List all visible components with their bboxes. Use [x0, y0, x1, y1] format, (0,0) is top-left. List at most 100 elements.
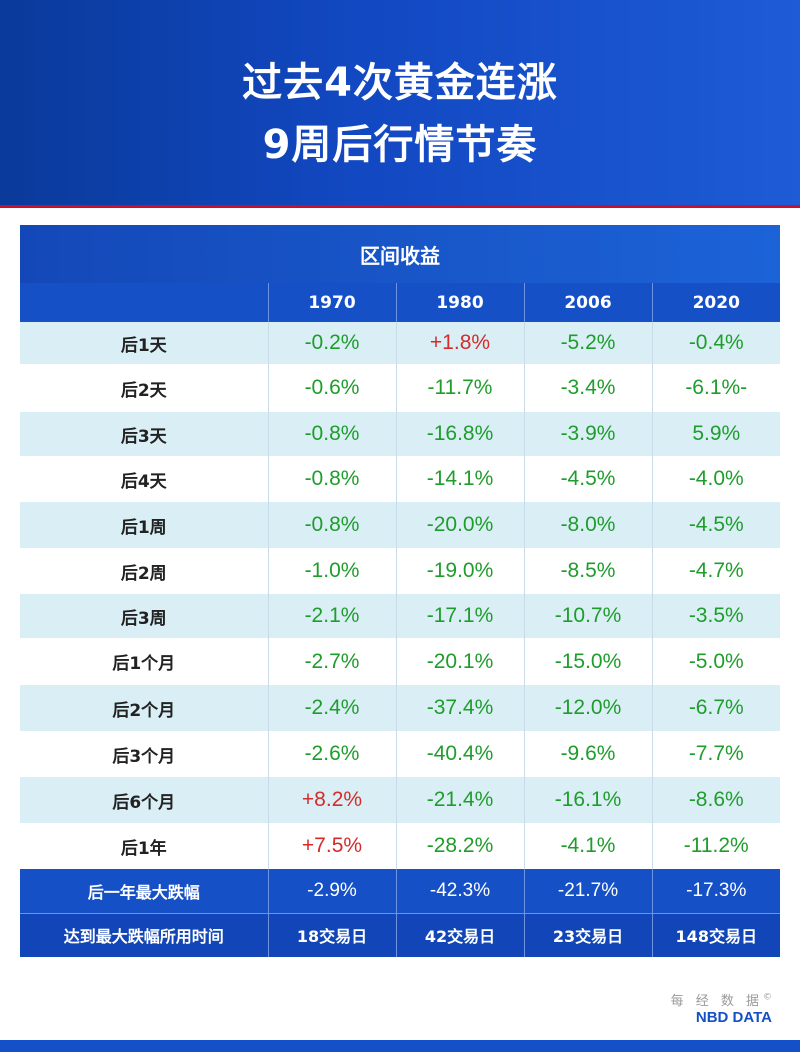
row-label: 后6个月 [20, 777, 269, 823]
value-cell: -0.8% [268, 412, 397, 456]
row-label: 后1年 [20, 823, 269, 869]
row-label: 后3周 [20, 594, 269, 638]
value-cell: -7.7% [652, 731, 780, 777]
summary-value-cell: -2.9% [268, 869, 397, 913]
summary-value-cell: 23交易日 [524, 912, 653, 957]
value-cell: -2.6% [268, 731, 397, 777]
value-cell: -3.5% [652, 594, 780, 638]
max-drawdown-row: 后一年最大跌幅 -2.9% -42.3% -21.7% -17.3% [20, 869, 780, 913]
summary-value-cell: -17.3% [652, 869, 780, 913]
value-cell: -16.1% [524, 777, 653, 823]
value-cell: -17.1% [396, 594, 525, 638]
table-row: 后4天 -0.8% -14.1% -4.5% -4.0% [20, 456, 780, 502]
brand-cn-label: 每 经 数 据 [670, 994, 763, 1009]
value-cell: -6.7% [652, 685, 780, 731]
value-cell: -20.0% [396, 502, 525, 548]
value-cell: 5.9% [652, 412, 780, 456]
bottom-bar [0, 1040, 800, 1052]
brand-cn-text: 每 经 数 据© [671, 990, 772, 1009]
value-cell: -11.2% [652, 823, 780, 869]
table-row: 后1个月 -2.7% -20.1% -15.0% -5.0% [20, 638, 780, 685]
value-cell: -5.2% [524, 322, 653, 364]
table-row: 后3周 -2.1% -17.1% -10.7% -3.5% [20, 594, 780, 638]
table-caption: 区间收益 [20, 225, 780, 283]
row-label: 后2周 [20, 548, 269, 594]
header-banner: 过去4次黄金连涨 9周后行情节奏 [0, 0, 800, 208]
value-cell: -21.4% [396, 777, 525, 823]
value-cell: -2.7% [268, 638, 397, 685]
value-cell: -20.1% [396, 638, 525, 685]
brand-en-text: NBD DATA [695, 1009, 772, 1026]
value-cell: -4.0% [652, 456, 780, 502]
value-cell: -5.0% [652, 638, 780, 685]
row-label: 后3个月 [20, 731, 269, 777]
table-row: 后2天 -0.6% -11.7% -3.4% -6.1%- [20, 364, 780, 412]
column-header: 2020 [652, 283, 780, 322]
summary-value-cell: -42.3% [396, 869, 525, 913]
table-row: 后1年 +7.5% -28.2% -4.1% -11.2% [20, 823, 780, 869]
summary-value-cell: 18交易日 [268, 912, 397, 957]
value-cell: -11.7% [396, 364, 525, 412]
summary-value-cell: 42交易日 [396, 912, 525, 957]
row-label: 后1个月 [20, 638, 269, 685]
value-cell: +7.5% [268, 823, 397, 869]
column-header: 1980 [396, 283, 525, 322]
value-cell: -3.9% [524, 412, 653, 456]
value-cell: -40.4% [396, 731, 525, 777]
value-cell: +8.2% [268, 777, 397, 823]
table-caption-row: 区间收益 [20, 225, 780, 283]
page-title-line-1: 过去4次黄金连涨 [242, 60, 558, 106]
value-cell: -0.4% [652, 322, 780, 364]
table-row: 后6个月 +8.2% -21.4% -16.1% -8.6% [20, 777, 780, 823]
value-cell: -1.0% [268, 548, 397, 594]
brand-watermark: 每 经 数 据© NBD DATA [671, 990, 772, 1026]
row-label: 后4天 [20, 456, 269, 502]
value-cell: -3.4% [524, 364, 653, 412]
value-cell: -4.1% [524, 823, 653, 869]
value-cell: -19.0% [396, 548, 525, 594]
value-cell: -8.0% [524, 502, 653, 548]
value-cell: -28.2% [396, 823, 525, 869]
value-cell: -2.1% [268, 594, 397, 638]
returns-table: 区间收益 1970 1980 2006 2020 后1天 -0.2% +1.8% -5… [20, 225, 780, 957]
value-cell: -0.8% [268, 456, 397, 502]
returns-table-container: 区间收益 1970 1980 2006 2020 后1天 -0.2% +1.8% -5… [20, 225, 780, 957]
table-header-row: 1970 1980 2006 2020 [20, 283, 780, 322]
value-cell: +1.8% [396, 322, 525, 364]
table-row: 后3个月 -2.6% -40.4% -9.6% -7.7% [20, 731, 780, 777]
row-label: 后2天 [20, 364, 269, 412]
value-cell: -0.2% [268, 322, 397, 364]
table-row: 后2个月 -2.4% -37.4% -12.0% -6.7% [20, 685, 780, 731]
value-cell: -4.7% [652, 548, 780, 594]
summary-label: 后一年最大跌幅 [20, 869, 269, 913]
value-cell: -6.1%- [652, 364, 780, 412]
page-title-line-2: 9周后行情节奏 [262, 122, 538, 168]
value-cell: -16.8% [396, 412, 525, 456]
value-cell: -14.1% [396, 456, 525, 502]
value-cell: -8.6% [652, 777, 780, 823]
column-header: 1970 [268, 283, 397, 322]
value-cell: -15.0% [524, 638, 653, 685]
header-corner-cell [20, 283, 269, 322]
summary-label: 达到最大跌幅所用时间 [20, 912, 269, 957]
value-cell: -8.5% [524, 548, 653, 594]
row-label: 后1周 [20, 502, 269, 548]
value-cell: -37.4% [396, 685, 525, 731]
value-cell: -2.4% [268, 685, 397, 731]
row-label: 后3天 [20, 412, 269, 456]
table-row: 后1天 -0.2% +1.8% -5.2% -0.4% [20, 322, 780, 364]
value-cell: -4.5% [652, 502, 780, 548]
table-row: 后1周 -0.8% -20.0% -8.0% -4.5% [20, 502, 780, 548]
table-row: 后3天 -0.8% -16.8% -3.9% 5.9% [20, 412, 780, 456]
summary-value-cell: -21.7% [524, 869, 653, 913]
days-to-max-drawdown-row: 达到最大跌幅所用时间 18交易日 42交易日 23交易日 148交易日 [20, 912, 780, 957]
summary-value-cell: 148交易日 [652, 912, 780, 957]
row-label: 后1天 [20, 322, 269, 364]
value-cell: -9.6% [524, 731, 653, 777]
value-cell: -4.5% [524, 456, 653, 502]
value-cell: -10.7% [524, 594, 653, 638]
row-label: 后2个月 [20, 685, 269, 731]
column-header: 2006 [524, 283, 653, 322]
value-cell: -12.0% [524, 685, 653, 731]
copyright-mark: © [763, 992, 772, 1003]
